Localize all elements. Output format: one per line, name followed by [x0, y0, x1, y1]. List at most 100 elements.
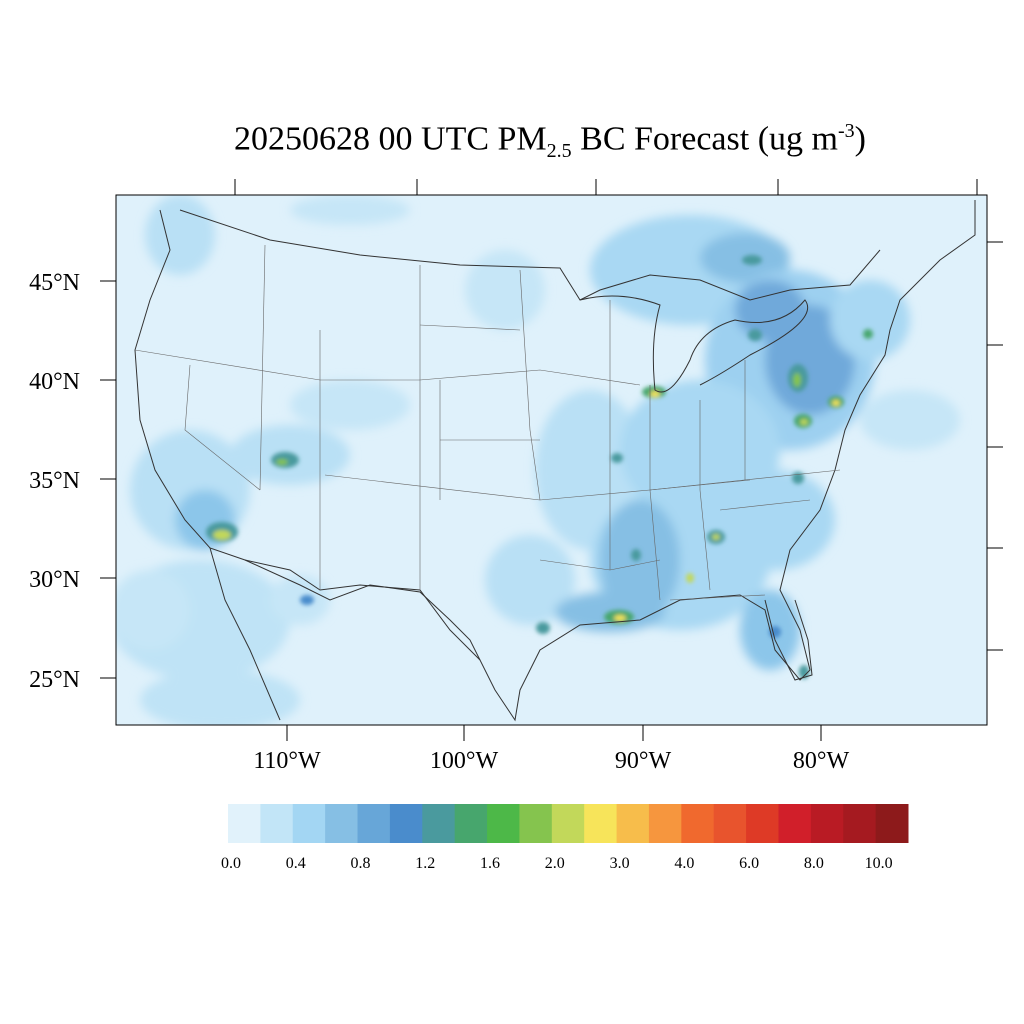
colorbar-label: 10.0 [865, 855, 893, 872]
lat-label-45: 45°N [29, 270, 80, 296]
lat-label-25: 25°N [29, 667, 80, 693]
colorbar-swatch [648, 804, 682, 843]
hotspot-st-louis [611, 453, 623, 463]
colorbar-label: 0.0 [221, 855, 241, 872]
colorbar-swatch [422, 804, 456, 843]
hotspot-miami [799, 665, 809, 679]
field-blob [485, 535, 575, 625]
field-blob [735, 280, 805, 340]
field-blob [290, 195, 410, 225]
lat-label-35: 35°N [29, 468, 80, 494]
hotspot-boston [863, 329, 873, 339]
colorbar-swatch [584, 804, 618, 843]
colorbar-swatch [681, 804, 715, 843]
state-line [259, 244, 266, 491]
hotspot-las-vegas-core [276, 459, 288, 465]
canada-border [179, 209, 881, 301]
longitude-labels: 110°W 100°W 90°W 80°W [253, 748, 849, 774]
state-line [419, 324, 521, 331]
colorbar-swatch [357, 804, 391, 843]
state-line [669, 594, 766, 601]
state-line [539, 559, 661, 571]
baja-outline [209, 547, 281, 721]
colorbar-swatch [616, 804, 650, 843]
great-lakes-outline [579, 295, 809, 393]
field-blob [290, 380, 410, 430]
latitude-labels: 45°N 40°N 35°N 30°N 25°N [29, 270, 80, 693]
field-blob [140, 670, 300, 725]
map-title: 20250628 00 UTC PM2.5 BC Forecast (ug m-… [0, 120, 1024, 163]
state-line [719, 499, 811, 511]
field-blob [116, 570, 190, 650]
title-species: PM [497, 120, 547, 158]
us-outline [134, 200, 976, 722]
title-units-close: ) [854, 120, 866, 158]
state-line [649, 469, 841, 491]
title-product: BC Forecast [580, 120, 750, 158]
state-line [184, 364, 261, 491]
hotspot-atlanta-core [712, 534, 720, 540]
field-blob [715, 470, 835, 570]
axis-ticks [100, 179, 1003, 741]
colorbar-label: 0.8 [351, 855, 371, 872]
hotspot-houston [536, 622, 550, 634]
colorbar [228, 804, 909, 843]
mexico-border [244, 559, 481, 661]
colorbar-label: 1.2 [415, 855, 435, 872]
florida-outline [764, 599, 813, 681]
colorbar-swatch [875, 804, 909, 843]
title-species-sub: 2.5 [546, 140, 572, 163]
colorbar-swatch [389, 804, 423, 843]
lat-label-30: 30°N [29, 567, 80, 593]
colorbar-swatch [519, 804, 553, 843]
state-line [699, 400, 711, 591]
colorbar-swatch [551, 804, 585, 843]
colorbar-swatch [778, 804, 812, 843]
colorbar-labels: 0.0 0.4 0.8 1.2 1.6 2.0 3.0 4.0 6.0 8.0 10.0 [221, 855, 893, 872]
lon-label-110: 110°W [253, 748, 321, 774]
field-blob [465, 250, 545, 330]
hotspot-toronto [748, 329, 762, 341]
colorbar-label: 6.0 [739, 855, 759, 872]
title-date: 20250628 [234, 120, 371, 158]
hotspot-layer [206, 255, 873, 679]
colorbar-swatch [713, 804, 747, 843]
hotspot-pittsburgh-core [793, 373, 801, 387]
map-frame [115, 194, 988, 726]
field-blob [830, 280, 910, 360]
colorbar-swatch [843, 804, 877, 843]
coastlines-and-borders [134, 200, 976, 722]
hotspot-montreal [742, 255, 762, 265]
colorbar-label: 8.0 [804, 855, 824, 872]
colorbar-swatch [292, 804, 326, 843]
hotspot-baltimore-washington-core [800, 419, 808, 425]
state-borders [134, 244, 841, 601]
colorbar-swatch [325, 804, 359, 843]
hotspot-los-angeles-core [213, 530, 231, 540]
colorbar-label: 2.0 [545, 855, 565, 872]
hotspot-philadelphia-core [832, 400, 840, 406]
colorbar-swatch [454, 804, 488, 843]
colorbar-swatch [746, 804, 779, 843]
lon-label-80: 80°W [793, 748, 850, 774]
title-units-open: (ug m [757, 120, 838, 158]
colorbar-swatch [228, 804, 261, 843]
hotspot-chicago-core [650, 391, 660, 397]
title-hour: 00 UTC [378, 120, 490, 158]
hotspot-new-orleans-core [614, 615, 626, 621]
hotspot-phoenix [300, 595, 314, 605]
colorbar-swatch [487, 804, 520, 843]
field-blob [145, 195, 215, 275]
lon-label-90: 90°W [615, 748, 672, 774]
colorbar-label: 1.6 [480, 855, 500, 872]
lon-label-100: 100°W [430, 748, 499, 774]
hotspot-birmingham [631, 549, 641, 561]
colorbar-label: 3.0 [610, 855, 630, 872]
field-blob [600, 500, 680, 620]
colorbar-swatch [810, 804, 844, 843]
colorbar-label: 4.0 [674, 855, 694, 872]
lat-label-40: 40°N [29, 369, 80, 395]
title-units-sup: -3 [837, 120, 855, 142]
field-blob [860, 390, 960, 450]
